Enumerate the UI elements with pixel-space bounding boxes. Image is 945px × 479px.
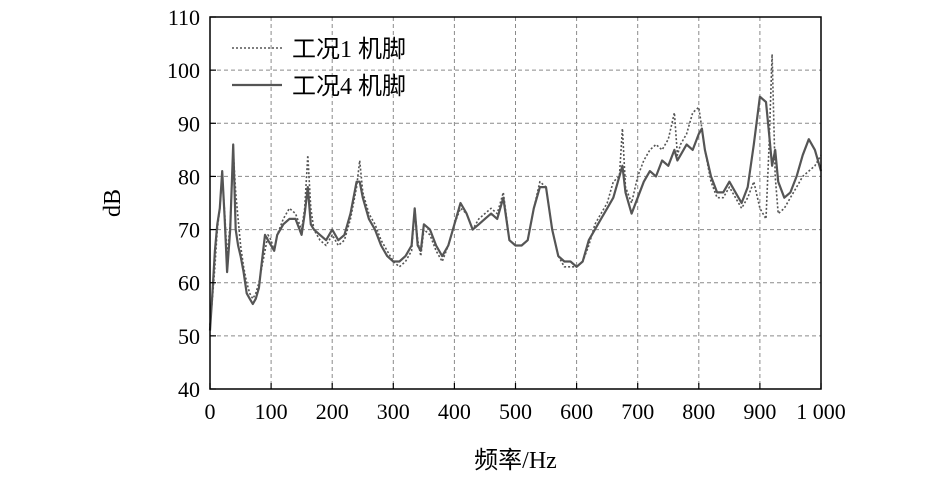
y-tick-label: 80	[178, 164, 200, 189]
legend: 工况1 机脚 工况4 机脚	[232, 36, 406, 100]
x-tick-label: 900	[743, 399, 776, 424]
axis-ticks	[209, 16, 822, 390]
y-tick-label: 90	[178, 111, 200, 136]
x-tick-label: 300	[377, 399, 410, 424]
x-tick-label: 500	[499, 399, 532, 424]
x-tick-label: 700	[621, 399, 654, 424]
x-tick-label: 400	[438, 399, 471, 424]
x-tick-label: 200	[316, 399, 349, 424]
x-tick-label: 100	[255, 399, 288, 424]
y-tick-label: 60	[178, 271, 200, 296]
y-tick-label: 40	[178, 377, 200, 402]
legend-label-series-2: 工况4 机脚	[292, 73, 406, 100]
y-tick-label: 70	[178, 218, 200, 243]
legend-label-series-1: 工况1 机脚	[292, 36, 406, 63]
grid	[210, 17, 821, 389]
x-tick-label: 800	[682, 399, 715, 424]
y-tick-label: 50	[178, 324, 200, 349]
y-tick-label: 110	[168, 5, 200, 30]
series-layer	[208, 53, 823, 331]
y-tick-label: 100	[167, 58, 200, 83]
x-axis-label: 频率/Hz	[474, 447, 557, 474]
x-tick-label: 0	[205, 399, 216, 424]
y-axis-tick-labels: 40 50 60 70 80 90 100 110	[167, 5, 200, 402]
x-tick-label: 600	[560, 399, 593, 424]
y-axis-label: dB	[100, 189, 126, 217]
x-axis-tick-labels: 0 100 200 300 400 500 600 700 800 900 1 000	[205, 399, 846, 424]
series-line-2	[208, 95, 823, 331]
x-tick-label: 1 000	[796, 399, 846, 424]
